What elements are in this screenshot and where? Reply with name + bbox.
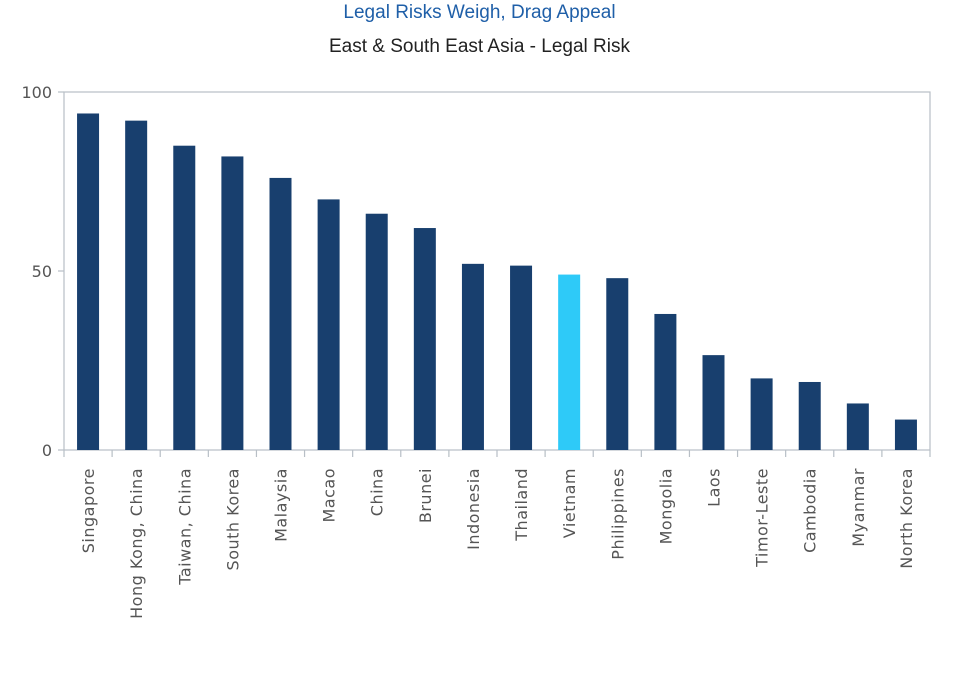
bar-thailand [510,265,533,450]
x-category-label: Hong Kong, China [127,468,146,619]
y-tick-label: 100 [21,83,52,102]
category-labels: Singapore Hong Kong, China Taiwan, China So… [79,468,916,619]
x-category-label: Philippines [608,468,627,560]
x-axis [63,450,931,457]
bar-south-korea [221,156,244,450]
x-category-label: China [368,468,387,516]
bar-mongolia [654,313,677,450]
bar-vietnam [558,274,581,450]
bar-china [365,213,388,450]
bar-myanmar [846,403,869,450]
chart-title: Legal Risks Weigh, Drag Appeal [343,2,616,23]
bar-macao [317,199,340,450]
x-category-label: Thailand [512,468,531,542]
bar-hong-kong-china [125,120,148,450]
x-category-label: Taiwan, China [175,468,194,586]
bars [77,113,917,451]
x-category-label: Cambodia [801,468,820,553]
bar-indonesia [461,263,484,450]
x-category-label: Singapore [79,468,98,553]
x-category-label: Brunei [416,468,435,523]
bar-laos [702,355,725,450]
x-category-label: Vietnam [560,468,579,538]
x-category-label: Myanmar [849,468,868,547]
x-category-label: Indonesia [464,468,483,550]
bar-singapore [77,113,100,450]
bar-taiwan-china [173,145,196,450]
y-tick-label: 0 [42,441,52,460]
x-category-label: Mongolia [656,468,675,544]
bar-cambodia [798,381,821,450]
x-category-label: Malaysia [272,468,291,542]
x-category-label: Timor-Leste [753,468,772,568]
bar-philippines [606,278,629,450]
bar-north-korea [894,419,917,450]
x-category-label: South Korea [223,468,242,570]
chart-subtitle: East & South East Asia - Legal Risk [329,36,630,57]
bar-timor-leste [750,378,773,450]
bar-brunei [413,228,436,450]
bar-malaysia [269,177,292,451]
y-tick-label: 50 [32,262,52,281]
x-category-label: North Korea [897,468,916,569]
x-category-label: Laos [705,468,724,507]
x-category-label: Macao [320,468,339,523]
